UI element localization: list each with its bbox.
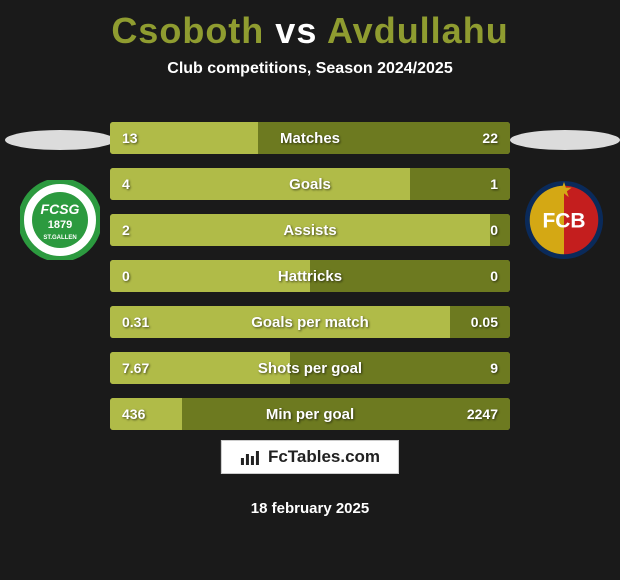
subtitle: Club competitions, Season 2024/2025	[0, 60, 620, 78]
stat-row: 00Hattricks	[110, 260, 510, 292]
stat-row: 7.679Shots per goal	[110, 352, 510, 384]
svg-text:ST.GALLEN: ST.GALLEN	[43, 235, 76, 241]
stat-row: 20Assists	[110, 214, 510, 246]
crest-right: FCB	[524, 180, 604, 260]
stat-label: Goals	[110, 168, 510, 200]
brand-bars-icon	[240, 448, 262, 466]
crest-left: FCSG 1879 ST.GALLEN	[20, 180, 100, 260]
brand-text: FcTables.com	[268, 447, 380, 467]
stat-label: Min per goal	[110, 398, 510, 430]
platform-right	[510, 130, 620, 150]
platform-left	[5, 130, 115, 150]
stat-row: 1322Matches	[110, 122, 510, 154]
stats-bars: 1322Matches 41Goals 20Assists 00Hattricks 0.…	[110, 122, 510, 444]
brand-box: FcTables.com	[221, 440, 399, 474]
stat-label: Goals per match	[110, 306, 510, 338]
stat-label: Hattricks	[110, 260, 510, 292]
stat-row: 41Goals	[110, 168, 510, 200]
page-title: Csoboth vs Avdullahu	[0, 0, 620, 52]
player-left-name: Csoboth	[111, 10, 264, 51]
crest-left-svg: FCSG 1879 ST.GALLEN	[20, 180, 100, 260]
svg-text:1879: 1879	[48, 219, 72, 231]
crest-right-svg: FCB	[524, 178, 604, 262]
stat-row: 4362247Min per goal	[110, 398, 510, 430]
stat-label: Assists	[110, 214, 510, 246]
stat-label: Shots per goal	[110, 352, 510, 384]
svg-text:FCB: FCB	[542, 210, 585, 233]
title-vs: vs	[275, 10, 317, 51]
date-line: 18 february 2025	[0, 500, 620, 517]
svg-text:FCSG: FCSG	[41, 201, 80, 217]
stat-row: 0.310.05Goals per match	[110, 306, 510, 338]
player-right-name: Avdullahu	[327, 10, 509, 51]
stat-label: Matches	[110, 122, 510, 154]
